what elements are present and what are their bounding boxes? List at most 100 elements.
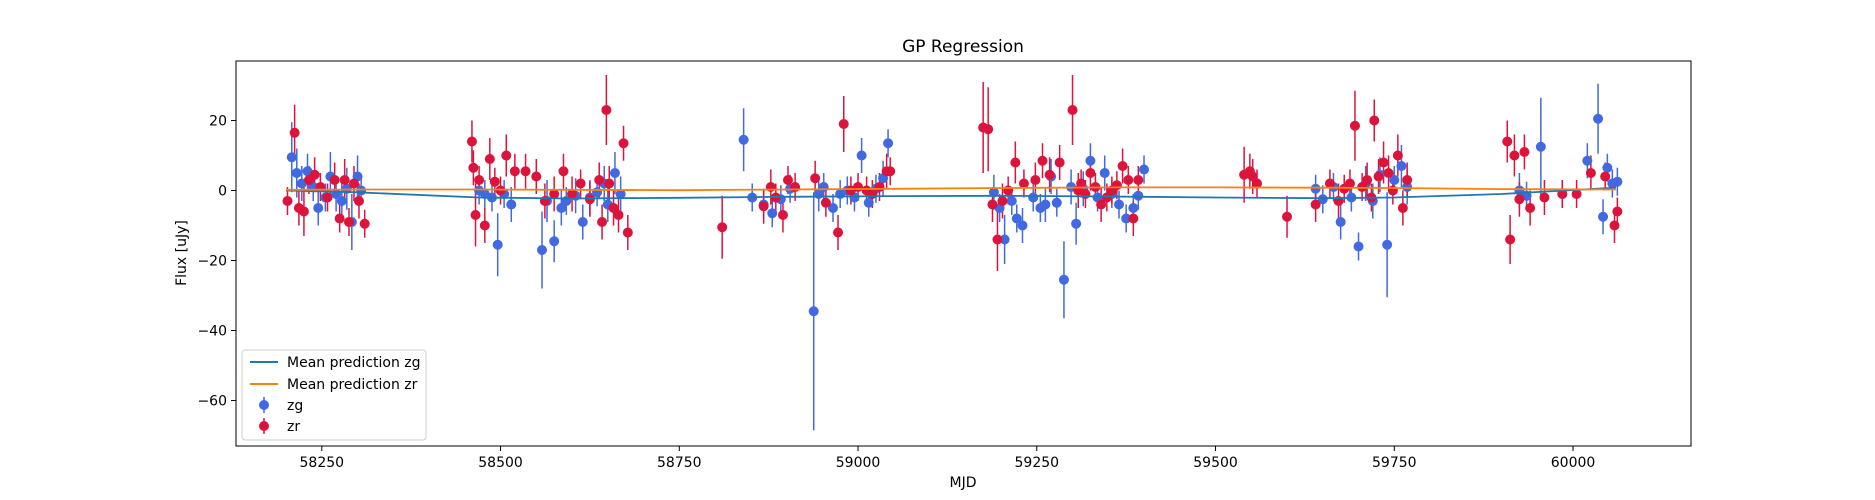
zr-point	[359, 218, 370, 229]
zr-point	[1600, 171, 1611, 182]
zg-point	[1071, 218, 1082, 229]
zr-point	[885, 166, 896, 177]
zr-point	[782, 175, 793, 185]
zr-point	[810, 173, 821, 184]
zr-point	[1362, 175, 1373, 185]
chart-title: GP Regression	[902, 37, 1024, 57]
zr-point	[1519, 147, 1530, 157]
zr-point	[601, 105, 612, 115]
zr-point	[1101, 192, 1112, 203]
zr-point	[1054, 157, 1065, 168]
zr-point	[1373, 171, 1384, 182]
mean-prediction-zr-line	[285, 186, 1616, 192]
zg-point	[1612, 176, 1623, 187]
zr-point	[1018, 178, 1029, 189]
zr-point	[608, 203, 619, 213]
zr-point	[348, 178, 359, 189]
y-tick-label: 0	[218, 184, 227, 200]
zg-point	[1099, 168, 1110, 178]
zr-point	[1571, 189, 1582, 199]
zr-point	[575, 178, 586, 189]
zg-point	[1006, 196, 1017, 206]
zg-point	[1593, 113, 1604, 124]
y-tick-label: −40	[197, 324, 227, 340]
zr-point	[597, 217, 608, 227]
zg-point	[883, 138, 894, 149]
zg-errorbars	[291, 83, 1619, 431]
zr-point	[466, 136, 477, 147]
zr-point	[1344, 178, 1355, 189]
zr-point	[1044, 169, 1055, 180]
zg-points	[286, 113, 1623, 317]
zr-points	[282, 105, 1623, 245]
zr-point	[1080, 189, 1091, 199]
zr-point	[1128, 213, 1139, 224]
zg-point	[609, 168, 620, 178]
zr-point	[1096, 199, 1107, 210]
zr-point	[992, 234, 1003, 245]
zg-point	[1011, 213, 1022, 224]
zr-point	[604, 178, 615, 189]
zr-point	[1349, 120, 1360, 131]
zr-point	[339, 175, 350, 185]
zr-point	[531, 171, 542, 182]
zr-point	[1609, 220, 1620, 231]
zr-point	[594, 175, 605, 185]
zr-point	[987, 199, 998, 210]
zr-point	[790, 182, 801, 192]
zr-point	[1585, 168, 1596, 178]
zr-point	[1383, 168, 1394, 178]
zg-point	[506, 199, 517, 210]
zg-point	[999, 234, 1010, 245]
zg-point	[1121, 213, 1132, 224]
zr-point	[717, 222, 728, 233]
zr-point	[298, 206, 309, 217]
legend-swatch-zr-marker	[259, 421, 269, 431]
legend-label-zr: zr	[287, 419, 300, 435]
zr-point	[1117, 161, 1128, 171]
zg-point	[1396, 161, 1407, 171]
zg-point	[1353, 241, 1364, 252]
zg-point	[1310, 183, 1321, 194]
x-tick-label: 59250	[1015, 455, 1060, 471]
zg-point	[592, 187, 603, 198]
zg-point	[291, 168, 302, 178]
zr-point	[1324, 178, 1335, 189]
x-tick-label: 59500	[1193, 455, 1238, 471]
zg-point	[286, 152, 297, 163]
zr-point	[484, 154, 495, 164]
zg-point	[1317, 194, 1328, 205]
legend-box	[241, 349, 427, 441]
x-axis-label: MJD	[950, 475, 977, 491]
zg-point	[1335, 217, 1346, 227]
zr-point	[1076, 178, 1087, 189]
zr-point	[309, 169, 320, 180]
zg-point	[492, 239, 503, 250]
zr-point	[820, 197, 831, 208]
zr-point	[501, 150, 512, 161]
zg-point	[1602, 162, 1613, 173]
mean-prediction-zg-line	[285, 186, 1616, 200]
zg-point	[988, 187, 999, 198]
y-axis-ticks: 20 0 −20 −40 −60	[197, 114, 236, 410]
zg-point	[1582, 155, 1593, 166]
zr-point	[1392, 150, 1403, 161]
zg-point	[1028, 192, 1039, 203]
zg-point	[856, 150, 867, 161]
zr-point	[1085, 168, 1096, 178]
y-tick-label: −20	[197, 254, 227, 270]
zr-errorbars	[286, 75, 1619, 271]
zr-point	[353, 196, 364, 206]
mean-prediction-lines	[285, 186, 1616, 200]
zr-point	[853, 182, 864, 192]
zg-point	[1133, 190, 1144, 201]
zg-point	[818, 182, 829, 192]
zr-point	[479, 220, 490, 231]
zr-point	[983, 124, 994, 135]
zg-point	[615, 189, 626, 199]
zr-point	[997, 196, 1008, 206]
x-tick-label: 59750	[1372, 455, 1417, 471]
zg-point	[356, 185, 367, 196]
zr-point	[1282, 211, 1293, 222]
